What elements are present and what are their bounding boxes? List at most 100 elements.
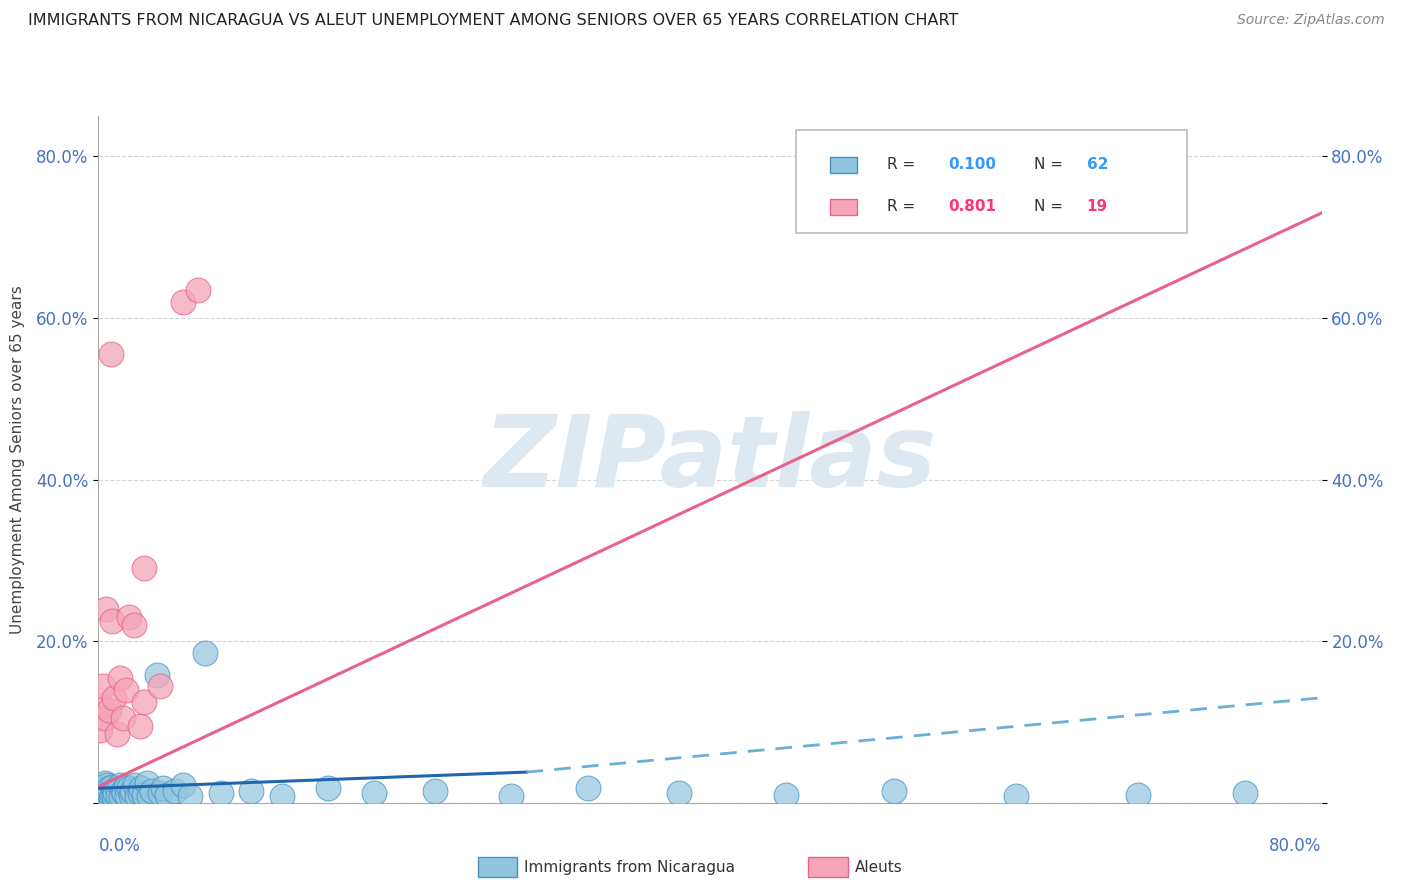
Point — [91, 786, 114, 800]
Point — [240, 783, 263, 797]
Point — [136, 775, 159, 789]
Text: 0.100: 0.100 — [949, 157, 997, 172]
Point — [93, 775, 115, 789]
Point — [120, 788, 142, 802]
Point — [94, 783, 117, 797]
Point — [91, 679, 114, 693]
Point — [110, 789, 132, 804]
Point — [194, 646, 217, 660]
Point — [1234, 786, 1257, 800]
Point — [100, 347, 122, 361]
Point — [668, 786, 690, 800]
Point — [883, 783, 905, 797]
Point — [134, 695, 156, 709]
Point — [270, 789, 292, 804]
Point — [152, 781, 174, 796]
Point — [138, 789, 160, 804]
Point — [501, 789, 523, 804]
Point — [98, 703, 121, 717]
FancyBboxPatch shape — [830, 157, 856, 173]
Point — [117, 789, 139, 804]
Point — [209, 786, 232, 800]
FancyBboxPatch shape — [830, 199, 856, 215]
Point — [423, 783, 446, 797]
Point — [134, 788, 156, 802]
Point — [105, 781, 128, 796]
Point — [149, 786, 172, 800]
Point — [141, 783, 163, 797]
Point — [91, 781, 114, 796]
Point — [316, 781, 339, 796]
Point — [363, 786, 385, 800]
Point — [90, 698, 112, 713]
Point — [94, 790, 117, 805]
Point — [98, 781, 121, 796]
Point — [172, 294, 194, 309]
Point — [108, 671, 131, 685]
Text: N =: N = — [1035, 199, 1069, 214]
Point — [94, 778, 117, 792]
Point — [112, 786, 135, 800]
Point — [87, 788, 110, 802]
FancyBboxPatch shape — [796, 129, 1187, 233]
Point — [103, 789, 125, 804]
Point — [93, 788, 115, 802]
Y-axis label: Unemployment Among Seniors over 65 years: Unemployment Among Seniors over 65 years — [10, 285, 25, 633]
Point — [107, 788, 129, 802]
Point — [101, 788, 124, 802]
Point — [122, 618, 145, 632]
Point — [89, 791, 111, 805]
Point — [775, 788, 797, 802]
Text: Immigrants from Nicaragua: Immigrants from Nicaragua — [524, 860, 735, 874]
Point — [104, 786, 127, 800]
Point — [145, 668, 167, 682]
Point — [115, 682, 138, 697]
Text: Aleuts: Aleuts — [855, 860, 903, 874]
Point — [125, 789, 148, 804]
Point — [118, 610, 141, 624]
Point — [187, 283, 209, 297]
Point — [94, 602, 117, 616]
Point — [103, 690, 125, 705]
Point — [101, 780, 124, 794]
Point — [149, 679, 172, 693]
Point — [576, 781, 599, 796]
Point — [124, 778, 146, 792]
Point — [134, 561, 156, 575]
Point — [90, 789, 112, 804]
Text: 62: 62 — [1087, 157, 1108, 172]
Point — [111, 783, 134, 797]
Text: 80.0%: 80.0% — [1270, 837, 1322, 855]
Point — [179, 789, 201, 804]
Point — [103, 783, 125, 797]
Point — [1004, 789, 1026, 804]
Point — [105, 727, 128, 741]
Text: 19: 19 — [1087, 199, 1108, 214]
Point — [111, 711, 134, 725]
Text: N =: N = — [1035, 157, 1069, 172]
Text: R =: R = — [887, 157, 921, 172]
Point — [108, 778, 131, 792]
Point — [101, 614, 124, 628]
Text: ZIPatlas: ZIPatlas — [484, 411, 936, 508]
Text: Source: ZipAtlas.com: Source: ZipAtlas.com — [1237, 13, 1385, 28]
Point — [89, 783, 111, 797]
Text: 0.801: 0.801 — [949, 199, 997, 214]
Point — [115, 780, 138, 794]
Point — [172, 778, 194, 792]
Point — [121, 783, 143, 797]
Point — [128, 786, 150, 800]
Point — [129, 781, 152, 796]
Text: R =: R = — [887, 199, 921, 214]
Point — [97, 789, 120, 804]
Point — [163, 783, 186, 797]
Text: 0.0%: 0.0% — [98, 837, 141, 855]
Point — [128, 719, 150, 733]
Point — [98, 786, 121, 800]
Point — [1128, 788, 1150, 802]
Point — [118, 781, 141, 796]
Point — [100, 791, 122, 805]
Point — [93, 711, 115, 725]
Point — [90, 780, 112, 794]
Point — [156, 788, 179, 802]
